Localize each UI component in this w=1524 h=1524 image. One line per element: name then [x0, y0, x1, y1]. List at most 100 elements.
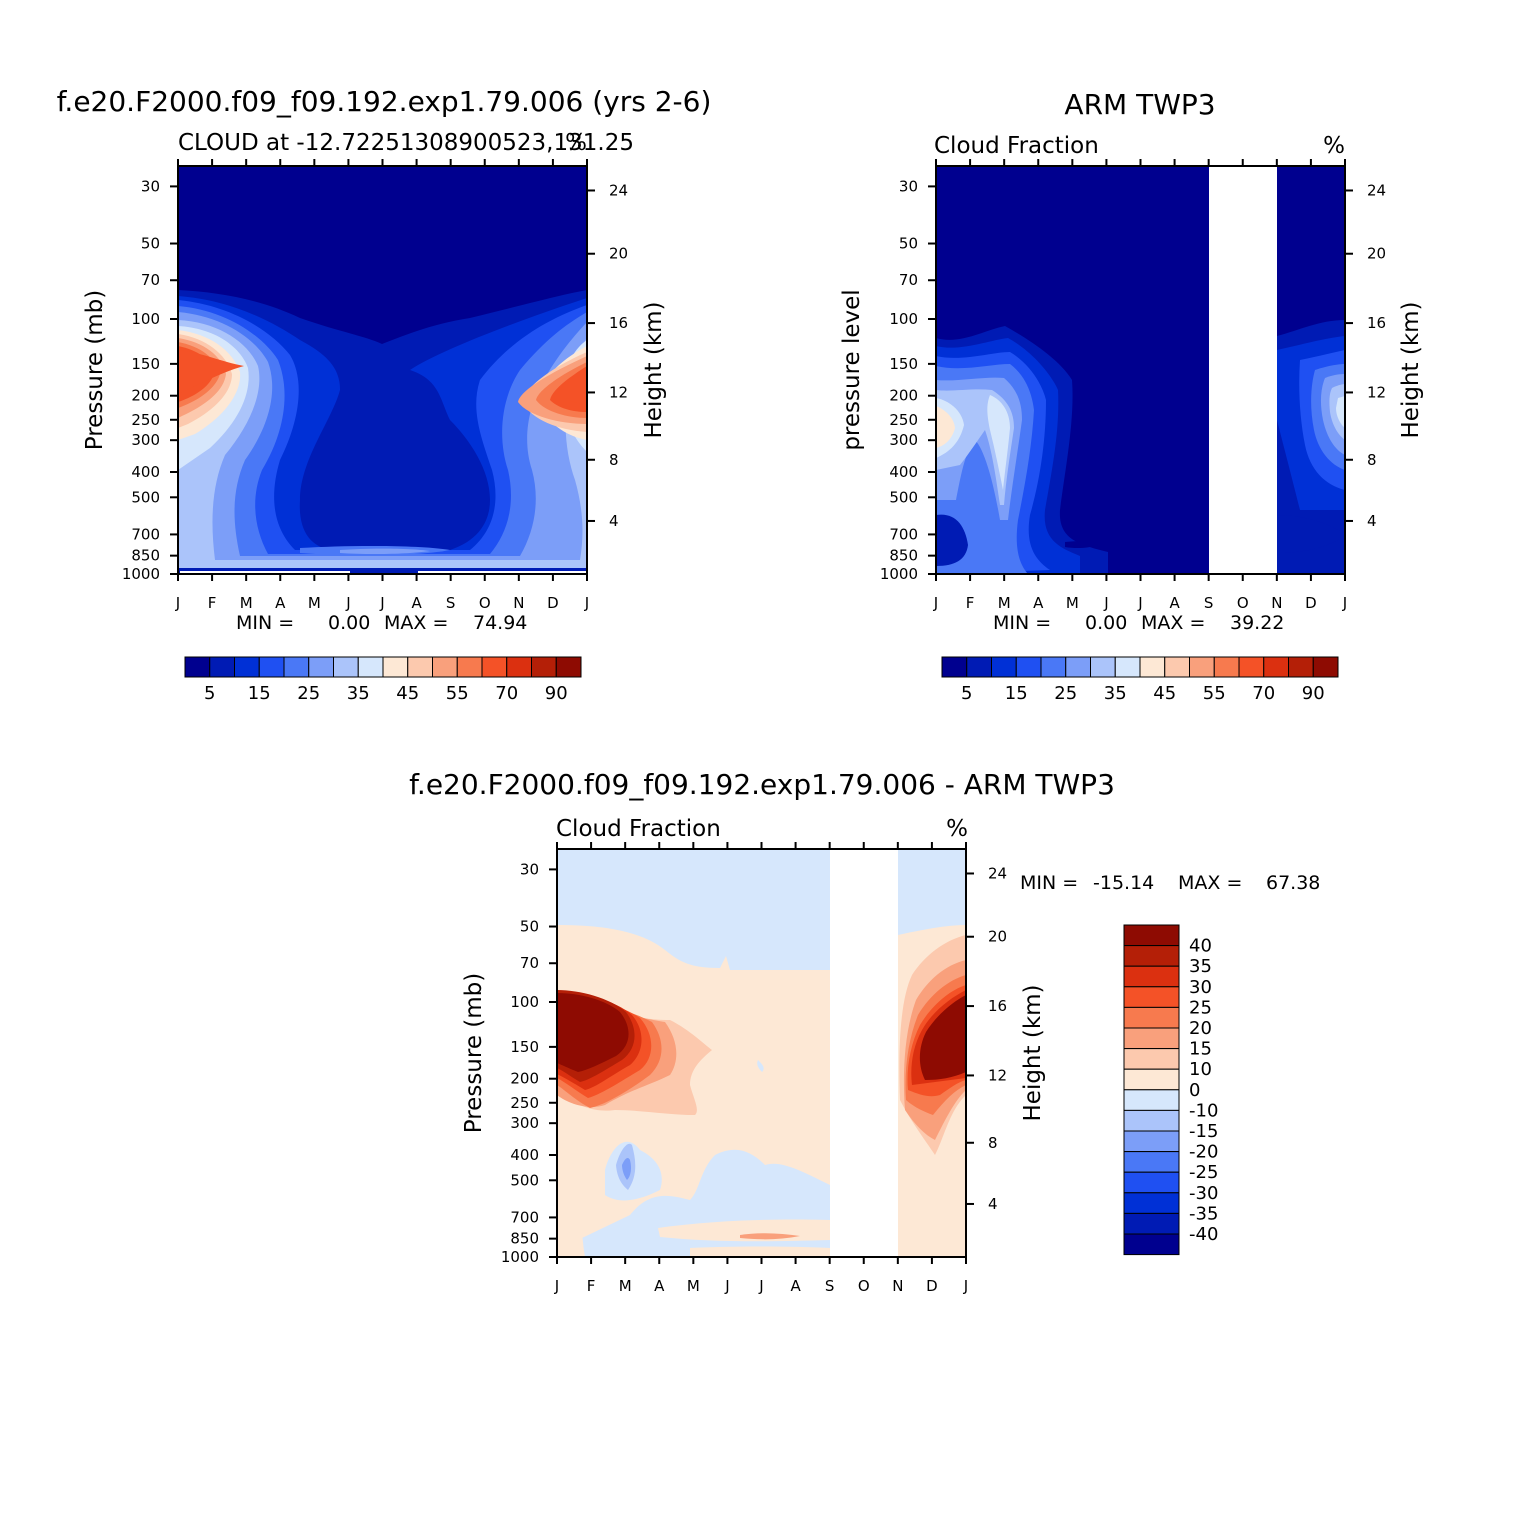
bottom-gap — [180, 571, 350, 574]
colorbar-swatch — [258, 656, 285, 678]
colorbar-label: -15 — [1189, 1121, 1218, 1142]
colorbar-label: 35 — [1189, 956, 1212, 977]
colorbar-label: 90 — [545, 683, 568, 704]
panel3-min-label: MIN = — [1020, 872, 1078, 894]
panel1-title: f.e20.F2000.f09_f09.192.exp1.79.006 (yrs… — [57, 85, 712, 118]
x-tick-label: J — [345, 594, 350, 612]
panel3-min-value: -15.14 — [1093, 872, 1154, 894]
x-tick-label: J — [1103, 594, 1108, 612]
colorbar-swatch — [531, 656, 557, 678]
panel2-colorbar: 5 15 25 35 45 55 70 90 — [941, 656, 1339, 704]
contour-level — [987, 395, 1010, 490]
x-tick-label: S — [825, 1277, 835, 1295]
colorbar-swatch — [1238, 656, 1265, 678]
colorbar-swatch — [308, 656, 334, 678]
panel1-axes: J F M A M J J A S O N D J 30 50 70 100 150 200 250 300 400 500… — [122, 159, 628, 612]
panel2-contour-field — [936, 166, 1345, 574]
colorbar-swatch — [407, 656, 433, 678]
colorbar-swatch — [184, 656, 211, 678]
height-tick-label: 4 — [988, 1195, 998, 1213]
y-tick-label: 300 — [510, 1114, 539, 1132]
panel2-axes: J F M A M J J A S O N D J 30 50 70 100 150 200 250 300 400 500… — [880, 159, 1386, 612]
x-tick-label: A — [790, 1277, 801, 1295]
x-tick-label: J — [175, 594, 180, 612]
x-tick-label: M — [687, 1277, 700, 1295]
panel2-title: ARM TWP3 — [1064, 88, 1215, 121]
colorbar-label: -35 — [1189, 1203, 1218, 1224]
colorbar-swatch — [1090, 656, 1116, 678]
colorbar-label: 35 — [1104, 683, 1127, 704]
colorbar-swatch — [1139, 656, 1166, 678]
x-tick-label: N — [1271, 594, 1282, 612]
colorbar-swatch — [1288, 656, 1314, 678]
colorbar-swatch — [456, 656, 483, 678]
bottom-band — [178, 568, 587, 574]
colorbar-label: 10 — [1189, 1059, 1212, 1080]
x-tick-label: J — [554, 1277, 559, 1295]
positive-region — [690, 1246, 830, 1257]
colorbar-swatch — [1312, 656, 1339, 678]
height-tick-label: 16 — [1367, 314, 1386, 332]
x-tick-label: M — [998, 594, 1011, 612]
x-tick-label: O — [858, 1277, 870, 1295]
height-tick-label: 16 — [609, 314, 628, 332]
panel3-title: f.e20.F2000.f09_f09.192.exp1.79.006 - AR… — [409, 768, 1115, 801]
x-tick-label: F — [966, 594, 975, 612]
panel1-contour-field — [178, 166, 587, 574]
colorbar-swatch — [1123, 986, 1180, 1008]
y-tick-label: 500 — [131, 488, 160, 506]
y-tick-label: 250 — [131, 411, 160, 429]
panel3-ylabel: Pressure (mb) — [461, 973, 487, 1133]
x-tick-label: A — [411, 594, 422, 612]
colorbar-label: 20 — [1189, 1018, 1212, 1039]
colorbar-swatch — [1123, 1006, 1180, 1029]
y-tick-label: 30 — [899, 177, 918, 195]
colorbar-swatch — [1065, 656, 1091, 678]
colorbar-swatch — [1213, 656, 1240, 678]
panel3-max-label: MAX = — [1178, 872, 1242, 894]
colorbar-swatch — [991, 656, 1017, 678]
colorbar-label: 55 — [1203, 683, 1226, 704]
x-tick-label: D — [926, 1277, 938, 1295]
panel3-contour-field — [557, 849, 966, 1257]
colorbar-swatch — [555, 656, 582, 678]
x-tick-label: F — [208, 594, 217, 612]
height-tick-label: 8 — [609, 451, 619, 469]
y-tick-label: 50 — [141, 235, 160, 253]
panel2-max-label: MAX = — [1141, 612, 1205, 634]
y-tick-label: 700 — [131, 525, 160, 543]
y-tick-label: 850 — [510, 1230, 539, 1248]
contour-level — [936, 406, 955, 448]
y-tick-label: 1000 — [880, 565, 918, 583]
y-tick-label: 70 — [520, 954, 539, 972]
positive-region — [557, 993, 629, 1072]
y-tick-label: 100 — [889, 310, 918, 328]
height-tick-label: 20 — [988, 928, 1007, 946]
x-tick-label: J — [963, 1277, 968, 1295]
x-tick-label: J — [1137, 594, 1142, 612]
x-tick-label: J — [584, 594, 589, 612]
y-tick-label: 200 — [131, 387, 160, 405]
colorbar-swatch — [382, 656, 409, 678]
x-tick-label: O — [479, 594, 491, 612]
contour-level-right — [1336, 396, 1345, 428]
colorbar-label: 5 — [204, 683, 215, 704]
panel2-ylabel-right: Height (km) — [1398, 301, 1424, 438]
colorbar-swatch — [1189, 656, 1215, 678]
colorbar-label: 35 — [347, 683, 370, 704]
colorbar-swatch — [432, 656, 458, 678]
y-tick-label: 30 — [520, 860, 539, 878]
low-cloud-right — [1277, 515, 1345, 553]
panel1-colorbar: 5 15 25 35 45 55 70 90 — [184, 656, 582, 704]
y-tick-label: 30 — [141, 177, 160, 195]
panel3-ylabel-right: Height (km) — [1020, 984, 1046, 1121]
panel3-units: % — [946, 816, 968, 842]
colorbar-label: 55 — [446, 683, 469, 704]
x-tick-label: M — [240, 594, 253, 612]
height-tick-label: 12 — [609, 383, 628, 401]
colorbar-swatch — [1015, 656, 1042, 678]
x-tick-label: A — [275, 594, 286, 612]
contour-level — [178, 306, 587, 574]
colorbar-label: -30 — [1189, 1183, 1218, 1204]
